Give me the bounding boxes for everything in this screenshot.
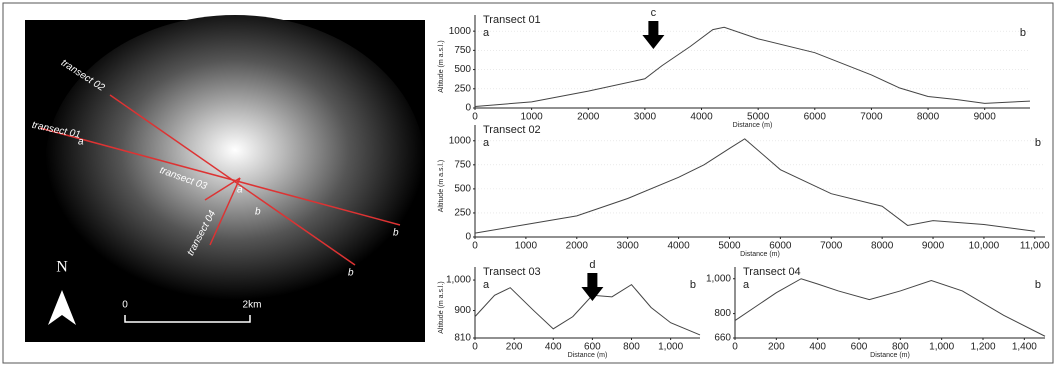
y-tick-label: 750 xyxy=(454,45,471,56)
y-tick-label: 1000 xyxy=(449,26,472,37)
marker-arrow xyxy=(642,21,664,49)
x-tick-label: 800 xyxy=(623,342,640,353)
x-tick-label: 0 xyxy=(472,241,478,252)
map: transect 01 transect 02 transect 03 tran… xyxy=(25,15,425,342)
x-tick-label: 8000 xyxy=(871,241,894,252)
marker-label: d xyxy=(589,259,595,271)
x-tick-label: 600 xyxy=(851,342,868,353)
end-label: a xyxy=(237,185,243,196)
x-tick-label: 2000 xyxy=(577,112,600,123)
end-label: b xyxy=(255,207,261,218)
chart-title: Transect 01 xyxy=(483,14,541,26)
y-tick-label: 1,000 xyxy=(446,275,471,286)
x-tick-label: 3000 xyxy=(617,241,640,252)
x-tick-label: 10,000 xyxy=(969,241,1000,252)
chart-title: Transect 04 xyxy=(743,266,801,278)
profile-line xyxy=(475,139,1035,233)
x-tick-label: 400 xyxy=(809,342,826,353)
scale-label: 0 xyxy=(122,300,128,311)
end-label: b xyxy=(348,268,354,279)
dem-relief xyxy=(45,15,425,315)
end-label: b xyxy=(690,279,696,291)
end-label: a xyxy=(78,137,84,148)
y-tick-label: 250 xyxy=(454,208,471,219)
north-label: N xyxy=(56,259,68,276)
y-tick-label: 250 xyxy=(454,83,471,94)
y-tick-label: 660 xyxy=(714,333,731,344)
x-tick-label: 0 xyxy=(732,342,738,353)
x-tick-label: 7000 xyxy=(820,241,843,252)
x-tick-label: 7000 xyxy=(860,112,883,123)
x-tick-label: 1000 xyxy=(515,241,538,252)
x-tick-label: 1,400 xyxy=(1012,342,1037,353)
x-tick-label: 9000 xyxy=(922,241,945,252)
y-axis-label: Altitude (m a.s.l.) xyxy=(438,281,445,334)
x-tick-label: 11,000 xyxy=(1020,241,1050,252)
x-tick-label: 0 xyxy=(472,112,478,123)
end-label: a xyxy=(483,27,490,39)
y-tick-label: 900 xyxy=(454,305,471,316)
x-tick-label: 2000 xyxy=(566,241,589,252)
y-axis-label: Altitude (m a.s.l.) xyxy=(438,160,445,213)
x-tick-label: 200 xyxy=(506,342,523,353)
y-tick-label: 800 xyxy=(714,308,731,319)
x-tick-label: 3000 xyxy=(634,112,657,123)
x-tick-label: 1,200 xyxy=(970,342,995,353)
x-axis-label: Distance (m) xyxy=(870,352,910,359)
marker-label: c xyxy=(651,7,657,19)
end-label: b xyxy=(1020,27,1026,39)
x-tick-label: 5000 xyxy=(718,241,741,252)
end-label: b xyxy=(1035,279,1041,291)
x-tick-label: 1,000 xyxy=(929,342,954,353)
x-axis-label: Distance (m) xyxy=(568,352,608,359)
y-tick-label: 1000 xyxy=(449,135,472,146)
y-tick-label: 1,000 xyxy=(706,273,731,284)
profile-line xyxy=(475,27,1030,106)
x-tick-label: 4000 xyxy=(690,112,713,123)
x-tick-label: 1,000 xyxy=(658,342,683,353)
end-label: a xyxy=(483,279,490,291)
x-tick-label: 1000 xyxy=(521,112,544,123)
y-tick-label: 750 xyxy=(454,159,471,170)
profile-line xyxy=(735,279,1045,337)
marker-arrow xyxy=(581,273,603,301)
scale-label: 2km xyxy=(243,300,262,311)
chart-title: Transect 02 xyxy=(483,124,541,136)
x-tick-label: 200 xyxy=(768,342,785,353)
end-label: b xyxy=(1035,137,1041,149)
x-tick-label: 0 xyxy=(472,342,478,353)
end-label: a xyxy=(743,279,750,291)
x-tick-label: 4000 xyxy=(667,241,690,252)
figure: transect 01 transect 02 transect 03 tran… xyxy=(0,0,1056,366)
y-tick-label: 500 xyxy=(454,184,471,195)
x-tick-label: 8000 xyxy=(917,112,940,123)
y-tick-label: 810 xyxy=(454,333,471,344)
x-tick-label: 400 xyxy=(545,342,562,353)
x-tick-label: 9000 xyxy=(974,112,997,123)
x-axis-label: Distance (m) xyxy=(733,122,773,129)
y-tick-label: 0 xyxy=(465,232,471,243)
end-label: a xyxy=(483,137,490,149)
end-label: b xyxy=(393,228,399,239)
y-axis-label: Altitude (m a.s.l.) xyxy=(438,40,445,93)
chart-title: Transect 03 xyxy=(483,266,541,278)
y-tick-label: 0 xyxy=(465,103,471,114)
x-tick-label: 6000 xyxy=(804,112,827,123)
y-tick-label: 500 xyxy=(454,64,471,75)
x-axis-label: Distance (m) xyxy=(740,251,780,258)
